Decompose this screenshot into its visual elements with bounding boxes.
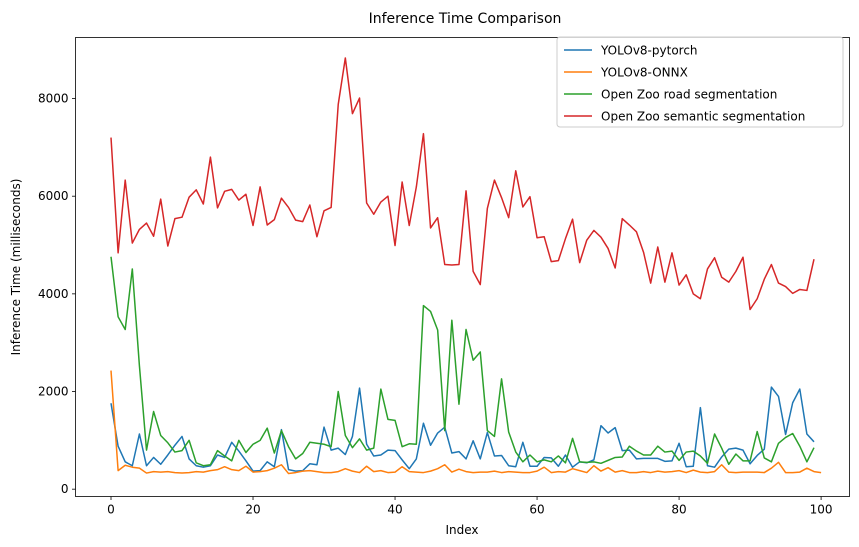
x-tick-label: 0 (107, 503, 115, 517)
x-axis-label: Index (445, 523, 478, 537)
y-tick-label: 6000 (38, 189, 69, 203)
series-line-0 (110, 386, 815, 472)
y-tick-label: 0 (61, 482, 69, 496)
y-tick-label: 8000 (38, 92, 69, 106)
x-tick-label: 100 (810, 503, 833, 517)
legend-label: Open Zoo road segmentation (601, 88, 777, 102)
series-line-2 (110, 256, 815, 467)
legend-label: YOLOv8-ONNX (600, 66, 688, 80)
y-tick-label: 2000 (38, 385, 69, 399)
y-axis: 0 2000 4000 6000 8000 (38, 92, 76, 496)
y-tick-label: 4000 (38, 287, 69, 301)
x-tick-label: 20 (245, 503, 260, 517)
x-tick-label: 40 (387, 503, 402, 517)
legend: YOLOv8-pytorch YOLOv8-ONNX Open Zoo road s… (556, 36, 844, 128)
plot-lines (110, 57, 822, 475)
x-tick-label: 60 (529, 503, 544, 517)
chart-title: Inference Time Comparison (369, 11, 562, 27)
series-line-1 (110, 370, 822, 475)
plot-frame (75, 37, 850, 497)
x-tick-label: 80 (671, 503, 686, 517)
legend-label: Open Zoo semantic segmentation (601, 110, 805, 124)
legend-label: YOLOv8-pytorch (600, 44, 698, 58)
x-axis: 0 20 40 60 80 100 (107, 496, 833, 517)
legend-box (556, 36, 844, 128)
series-line-3 (110, 57, 815, 311)
y-axis-label: Inference Time (milliseconds) (9, 179, 23, 356)
